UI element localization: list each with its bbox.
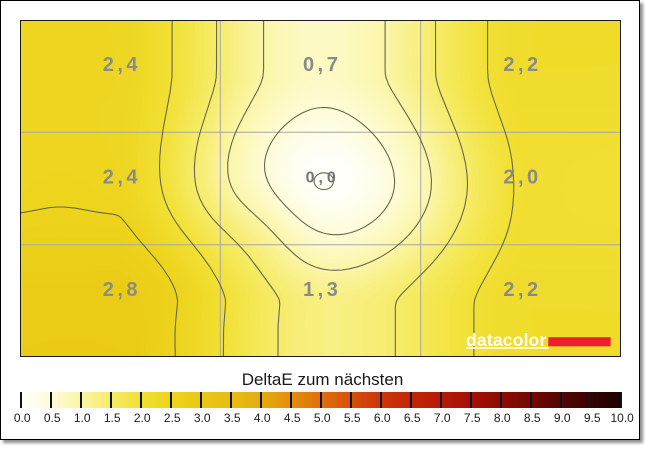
svg-text:0,7: 0,7 — [303, 54, 341, 76]
svg-text:2,8: 2,8 — [103, 279, 141, 301]
svg-text:1,3: 1,3 — [303, 279, 341, 301]
svg-text:2,2: 2,2 — [503, 54, 541, 76]
svg-text:2,4: 2,4 — [103, 54, 141, 76]
svg-text:0,0: 0,0 — [306, 170, 340, 187]
svg-text:2,2: 2,2 — [503, 279, 541, 301]
svg-text:2,0: 2,0 — [503, 167, 541, 189]
svg-text:datacolor: datacolor — [466, 330, 547, 350]
svg-text:2,4: 2,4 — [103, 167, 141, 189]
